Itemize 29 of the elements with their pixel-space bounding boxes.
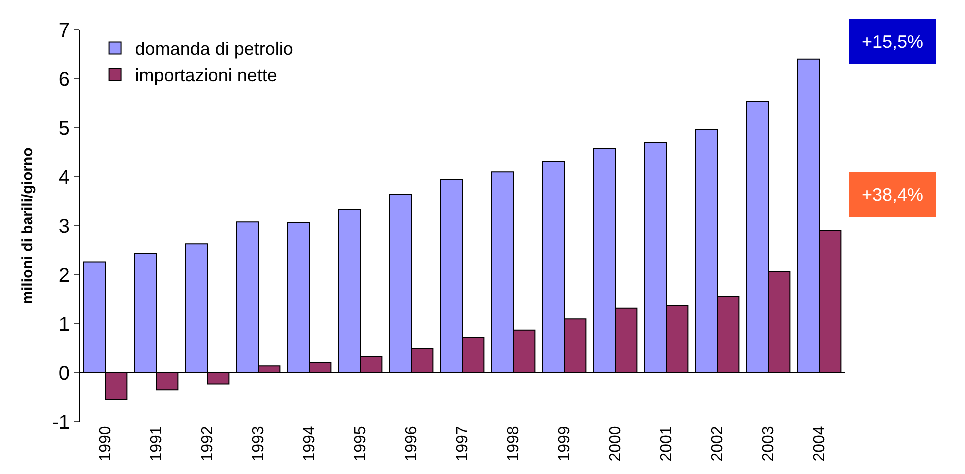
y-tick-label: 1	[58, 314, 70, 336]
x-tick-label: 1997	[454, 426, 472, 462]
x-tick-label: 2004	[812, 426, 829, 462]
legend-label: importazioni nette	[135, 66, 278, 86]
y-tick-label: 4	[58, 167, 70, 189]
legend-label: domanda di petrolio	[135, 39, 294, 60]
x-tick-label: 1998	[506, 426, 523, 462]
y-axis-title: milioni di barili/giorno	[19, 148, 36, 304]
x-tick-label: 1992	[200, 426, 217, 462]
x-tick-label: 2001	[658, 426, 676, 462]
y-tick-label: 3	[58, 216, 70, 238]
y-tick-label: 5	[58, 118, 70, 140]
text: +15,5%	[862, 32, 924, 52]
x-tick-label: 1990	[98, 426, 115, 462]
x-tick-label: 1993	[250, 426, 268, 462]
y-tick-label: 7	[58, 20, 70, 42]
y-tick-label: 2	[58, 265, 70, 287]
x-tick-label: 1995	[352, 426, 370, 462]
y-tick-label: 6	[58, 69, 70, 91]
x-tick-label: 1999	[556, 426, 574, 462]
x-tick-label: 1996	[404, 426, 421, 462]
y-tick-label: -1	[52, 412, 70, 434]
x-tick-label: 2002	[710, 426, 727, 462]
text: +38,4%	[862, 185, 924, 205]
x-tick-label: 1994	[302, 426, 319, 462]
x-tick-label: 2000	[608, 426, 625, 462]
x-tick-label: 1991	[148, 426, 166, 462]
y-tick-label: 0	[58, 363, 70, 385]
x-tick-label: 2003	[760, 426, 778, 462]
